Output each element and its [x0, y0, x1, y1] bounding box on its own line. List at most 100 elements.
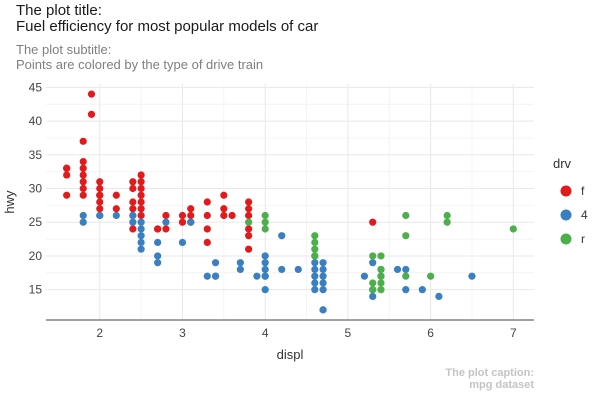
- y-tick-label: 20: [29, 249, 43, 263]
- data-point-f: [79, 191, 87, 199]
- data-point-f: [245, 225, 253, 233]
- data-point-f: [203, 198, 211, 206]
- data-point-r: [509, 225, 517, 233]
- data-point-r: [311, 245, 319, 253]
- data-point-4: [154, 252, 162, 260]
- plot-subtitle-line-2: Points are colored by the type of drive …: [16, 57, 264, 72]
- data-point-f: [79, 184, 87, 193]
- data-point-4: [261, 265, 269, 274]
- y-axis-title: hwy: [2, 190, 17, 214]
- data-point-4: [402, 265, 410, 274]
- data-point-4: [236, 259, 244, 267]
- data-point-4: [178, 238, 187, 247]
- data-point-f: [220, 211, 228, 220]
- data-point-f: [220, 205, 228, 213]
- data-point-r: [402, 232, 410, 240]
- data-point-4: [319, 272, 327, 280]
- data-point-r: [402, 211, 410, 220]
- data-point-f: [228, 211, 236, 220]
- data-point-f: [245, 198, 253, 206]
- data-point-f: [87, 90, 96, 98]
- data-point-r: [245, 218, 253, 226]
- data-point-f: [129, 225, 137, 233]
- data-point-4: [96, 211, 104, 220]
- plot-title-line-2: Fuel efficiency for most popular models …: [16, 18, 319, 35]
- legend-label: r: [581, 232, 585, 246]
- data-point-4: [79, 211, 87, 220]
- data-point-r: [369, 286, 377, 294]
- plot-caption: The plot caption: mpg dataset: [445, 367, 534, 391]
- data-point-f: [203, 211, 211, 220]
- data-point-4: [393, 265, 402, 274]
- data-point-4: [129, 211, 137, 220]
- data-point-4: [468, 272, 476, 280]
- y-tick-label: 40: [29, 114, 43, 128]
- data-point-f: [79, 164, 87, 172]
- data-point-4: [319, 259, 327, 267]
- data-point-4: [129, 218, 137, 226]
- x-axis-title: displ: [277, 347, 304, 362]
- data-point-4: [319, 286, 327, 294]
- x-tick-label: 3: [179, 326, 186, 340]
- data-point-r: [311, 252, 319, 260]
- data-point-4: [435, 292, 443, 300]
- data-point-4: [162, 218, 170, 226]
- plot-caption-line-2: mpg dataset: [469, 379, 534, 391]
- legend-label: f: [581, 184, 585, 198]
- data-point-f: [96, 198, 104, 206]
- data-point-r: [377, 272, 385, 280]
- data-point-f: [96, 191, 104, 199]
- data-point-f: [187, 205, 195, 213]
- data-point-r: [311, 238, 319, 247]
- data-point-4: [137, 218, 145, 226]
- data-point-4: [154, 259, 162, 267]
- data-point-r: [443, 218, 451, 226]
- data-point-4: [311, 279, 319, 287]
- data-point-f: [129, 205, 137, 213]
- plot-caption-line-1: The plot caption:: [445, 367, 534, 379]
- data-point-f: [245, 205, 253, 213]
- data-point-f: [129, 198, 137, 206]
- x-tick-label: 6: [427, 326, 434, 340]
- data-point-4: [369, 292, 377, 300]
- data-point-4: [261, 286, 269, 294]
- x-tick-label: 4: [262, 326, 269, 340]
- data-point-f: [154, 225, 162, 233]
- data-point-4: [360, 272, 369, 280]
- data-point-f: [63, 164, 71, 172]
- x-tick-label: 2: [96, 326, 103, 340]
- plot-title-line-1: The plot title:: [16, 2, 102, 19]
- data-point-f: [203, 238, 211, 247]
- data-point-r: [261, 225, 269, 233]
- data-point-r: [369, 252, 377, 260]
- data-point-4: [137, 245, 145, 253]
- legend-title: drv: [553, 156, 572, 171]
- data-point-r: [261, 218, 269, 226]
- data-point-f: [87, 110, 96, 118]
- legend-key: [560, 209, 572, 221]
- plot-subtitle-line-1: The plot subtitle:: [16, 42, 112, 57]
- data-point-f: [137, 211, 145, 220]
- data-point-f: [245, 211, 253, 220]
- data-point-4: [319, 265, 327, 274]
- data-point-4: [187, 218, 195, 226]
- data-point-f: [63, 191, 71, 199]
- data-point-r: [369, 279, 377, 287]
- data-point-f: [96, 184, 104, 193]
- data-point-f: [203, 225, 211, 233]
- data-point-4: [311, 272, 319, 280]
- data-point-4: [278, 265, 286, 274]
- data-point-f: [220, 191, 228, 199]
- data-point-f: [137, 191, 145, 199]
- data-point-f: [79, 171, 87, 179]
- legend-key: [560, 185, 572, 197]
- data-point-f: [137, 198, 145, 206]
- data-point-4: [261, 272, 269, 280]
- y-tick-label: 15: [29, 283, 43, 297]
- x-tick-label: 5: [345, 326, 352, 340]
- data-point-f: [112, 205, 120, 213]
- data-point-f: [137, 184, 145, 193]
- plot-subtitle: The plot subtitle: Points are colored by…: [16, 42, 263, 72]
- data-point-f: [129, 184, 137, 193]
